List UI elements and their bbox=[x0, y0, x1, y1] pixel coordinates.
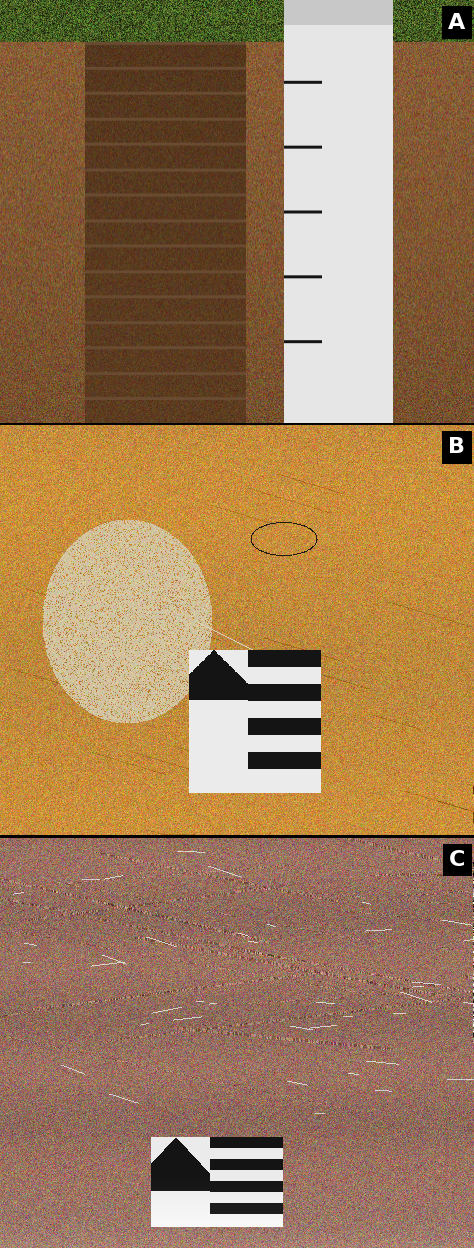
Text: B: B bbox=[448, 437, 465, 458]
Text: C: C bbox=[449, 850, 465, 870]
Text: A: A bbox=[448, 12, 465, 32]
